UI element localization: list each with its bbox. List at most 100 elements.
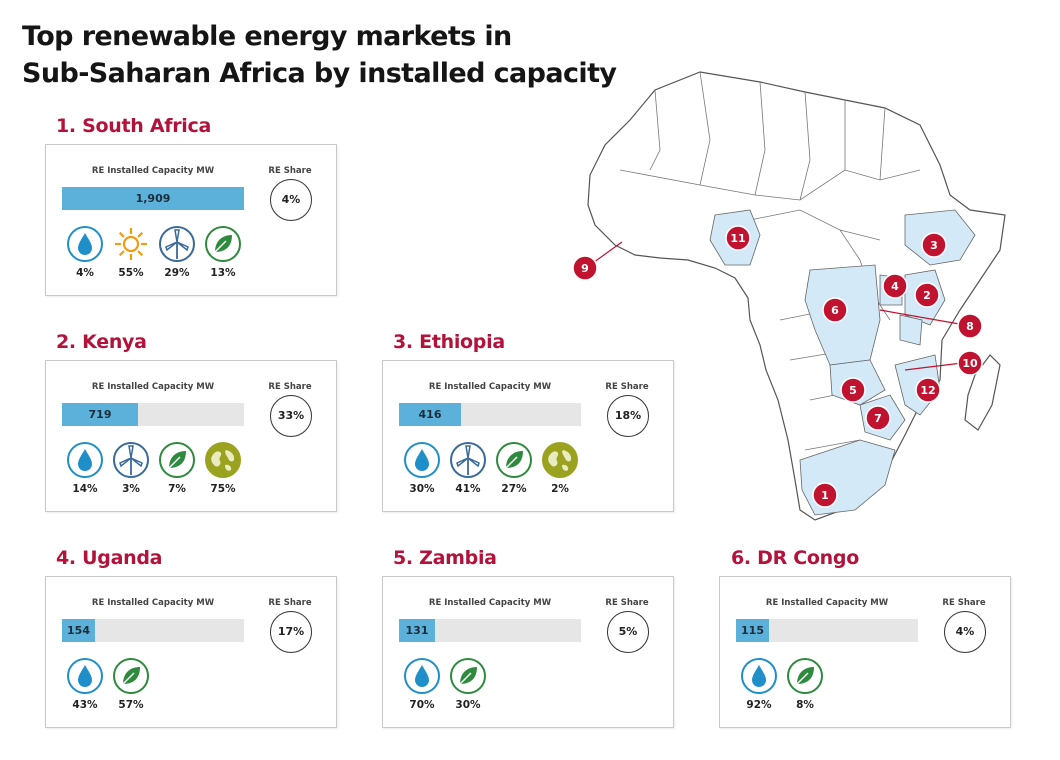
share-badge: 18% [607, 395, 649, 437]
share-label: RE Share [268, 166, 312, 176]
geothermal-icon [204, 441, 242, 479]
source-percentage: 27% [501, 483, 527, 495]
capacity-bar: 115 [736, 619, 918, 642]
map-marker-label: 9 [581, 262, 589, 275]
capacity-bar-fill [62, 187, 244, 210]
share-badge: 5% [607, 611, 649, 653]
biomass-icon [204, 225, 242, 263]
biomass-icon [158, 441, 196, 479]
geothermal-icon [541, 441, 579, 479]
wind-icon [449, 441, 487, 479]
source-percentage: 2% [551, 483, 569, 495]
wind-icon [158, 225, 196, 263]
map-marker-4: 4 [882, 273, 908, 299]
source-percentage: 14% [72, 483, 98, 495]
country-heading-ethiopia: 3. Ethiopia [393, 331, 505, 353]
map-marker-label: 3 [930, 239, 938, 252]
africa-outline [587, 71, 1006, 521]
map-marker-label: 6 [831, 304, 839, 317]
map-marker-label: 2 [923, 289, 931, 302]
capacity-label: RE Installed Capacity MW [91, 598, 215, 608]
map-marker-label: 7 [874, 412, 882, 425]
map-marker-7: 7 [865, 405, 891, 431]
capacity-value: 719 [88, 408, 112, 421]
biomass-icon [112, 657, 150, 695]
hydro-icon [66, 441, 104, 479]
map-marker-2: 2 [914, 282, 940, 308]
source-percentage: 41% [455, 483, 481, 495]
madagascar-shape [964, 354, 1001, 431]
share-label: RE Share [605, 382, 649, 392]
map-marker-8: 8 [957, 313, 983, 339]
capacity-value: 1,909 [135, 192, 171, 205]
map-marker-10: 10 [957, 350, 983, 376]
capacity-label: RE Installed Capacity MW [91, 166, 215, 176]
wind-icon [112, 441, 150, 479]
capacity-label: RE Installed Capacity MW [428, 598, 552, 608]
capacity-value: 416 [418, 408, 442, 421]
capacity-bar-fill [736, 619, 769, 642]
map-markers: 1 2 3 4 5 6 7 8 9 10 11 12 [572, 225, 983, 508]
source-percentage: 13% [210, 267, 236, 279]
capacity-label: RE Installed Capacity MW [428, 382, 552, 392]
map-marker-label: 8 [966, 320, 974, 333]
source-percentage: 30% [409, 483, 435, 495]
source-percentage: 30% [455, 699, 481, 711]
hydro-icon [66, 657, 104, 695]
hydro-icon [740, 657, 778, 695]
country-heading-zambia: 5. Zambia [393, 547, 497, 569]
hydro-icon [403, 441, 441, 479]
country-heading-dr-congo: 6. DR Congo [731, 547, 859, 569]
source-percentage: 8% [796, 699, 814, 711]
country-card-dr-congo: RE Installed Capacity MW RE Share 115 4%… [719, 576, 1011, 728]
country-card-uganda: RE Installed Capacity MW RE Share 154 17… [45, 576, 337, 728]
country-card-south-africa: RE Installed Capacity MW RE Share 1,909 … [45, 144, 337, 296]
map-marker-label: 5 [849, 384, 857, 397]
map-marker-label: 10 [962, 357, 978, 370]
title-line-1: Top renewable energy markets in [22, 21, 512, 52]
biomass-icon [449, 657, 487, 695]
country-heading-south-africa: 1. South Africa [56, 115, 211, 137]
share-label: RE Share [605, 598, 649, 608]
capacity-bar: 1,909 [62, 187, 244, 210]
tanzania-shape [899, 314, 923, 346]
source-percentage: 7% [168, 483, 186, 495]
hydro-icon [403, 657, 441, 695]
africa-map: 1 2 3 4 5 6 7 8 9 10 11 12 [572, 71, 1006, 521]
capacity-bar-fill [62, 403, 138, 426]
capacity-bar-fill [399, 403, 461, 426]
capacity-bar-fill [62, 619, 95, 642]
source-percentage: 29% [164, 267, 190, 279]
source-percentage: 92% [746, 699, 772, 711]
biomass-icon [786, 657, 824, 695]
map-marker-11: 11 [725, 225, 751, 251]
country-heading-kenya: 2. Kenya [56, 331, 147, 353]
map-marker-1: 1 [812, 482, 838, 508]
country-card-zambia: RE Installed Capacity MW RE Share 131 5%… [382, 576, 674, 728]
share-label: RE Share [268, 598, 312, 608]
map-marker-label: 12 [920, 384, 935, 397]
source-percentage: 70% [409, 699, 435, 711]
page-title: Top renewable energy markets in Sub-Saha… [22, 18, 622, 92]
capacity-value: 131 [405, 624, 429, 637]
share-badge: 33% [270, 395, 312, 437]
capacity-label: RE Installed Capacity MW [765, 598, 889, 608]
capacity-bar: 131 [399, 619, 581, 642]
country-heading-uganda: 4. Uganda [56, 547, 163, 569]
country-card-ethiopia: RE Installed Capacity MW RE Share 416 18… [382, 360, 674, 512]
share-badge: 4% [944, 611, 986, 653]
country-card-kenya: RE Installed Capacity MW RE Share 719 33… [45, 360, 337, 512]
source-percentage: 55% [118, 267, 144, 279]
capacity-bar-fill [399, 619, 435, 642]
capacity-bar: 416 [399, 403, 581, 426]
map-marker-12: 12 [915, 377, 941, 403]
map-marker-9: 9 [572, 255, 598, 281]
title-line-2: Sub-Saharan Africa by installed capacity [22, 58, 617, 89]
map-marker-label: 1 [821, 489, 829, 502]
capacity-value: 115 [741, 624, 764, 637]
source-percentage: 4% [76, 267, 94, 279]
capacity-bar: 154 [62, 619, 244, 642]
source-percentage: 3% [122, 483, 140, 495]
hydro-icon [66, 225, 104, 263]
capacity-label: RE Installed Capacity MW [91, 382, 215, 392]
